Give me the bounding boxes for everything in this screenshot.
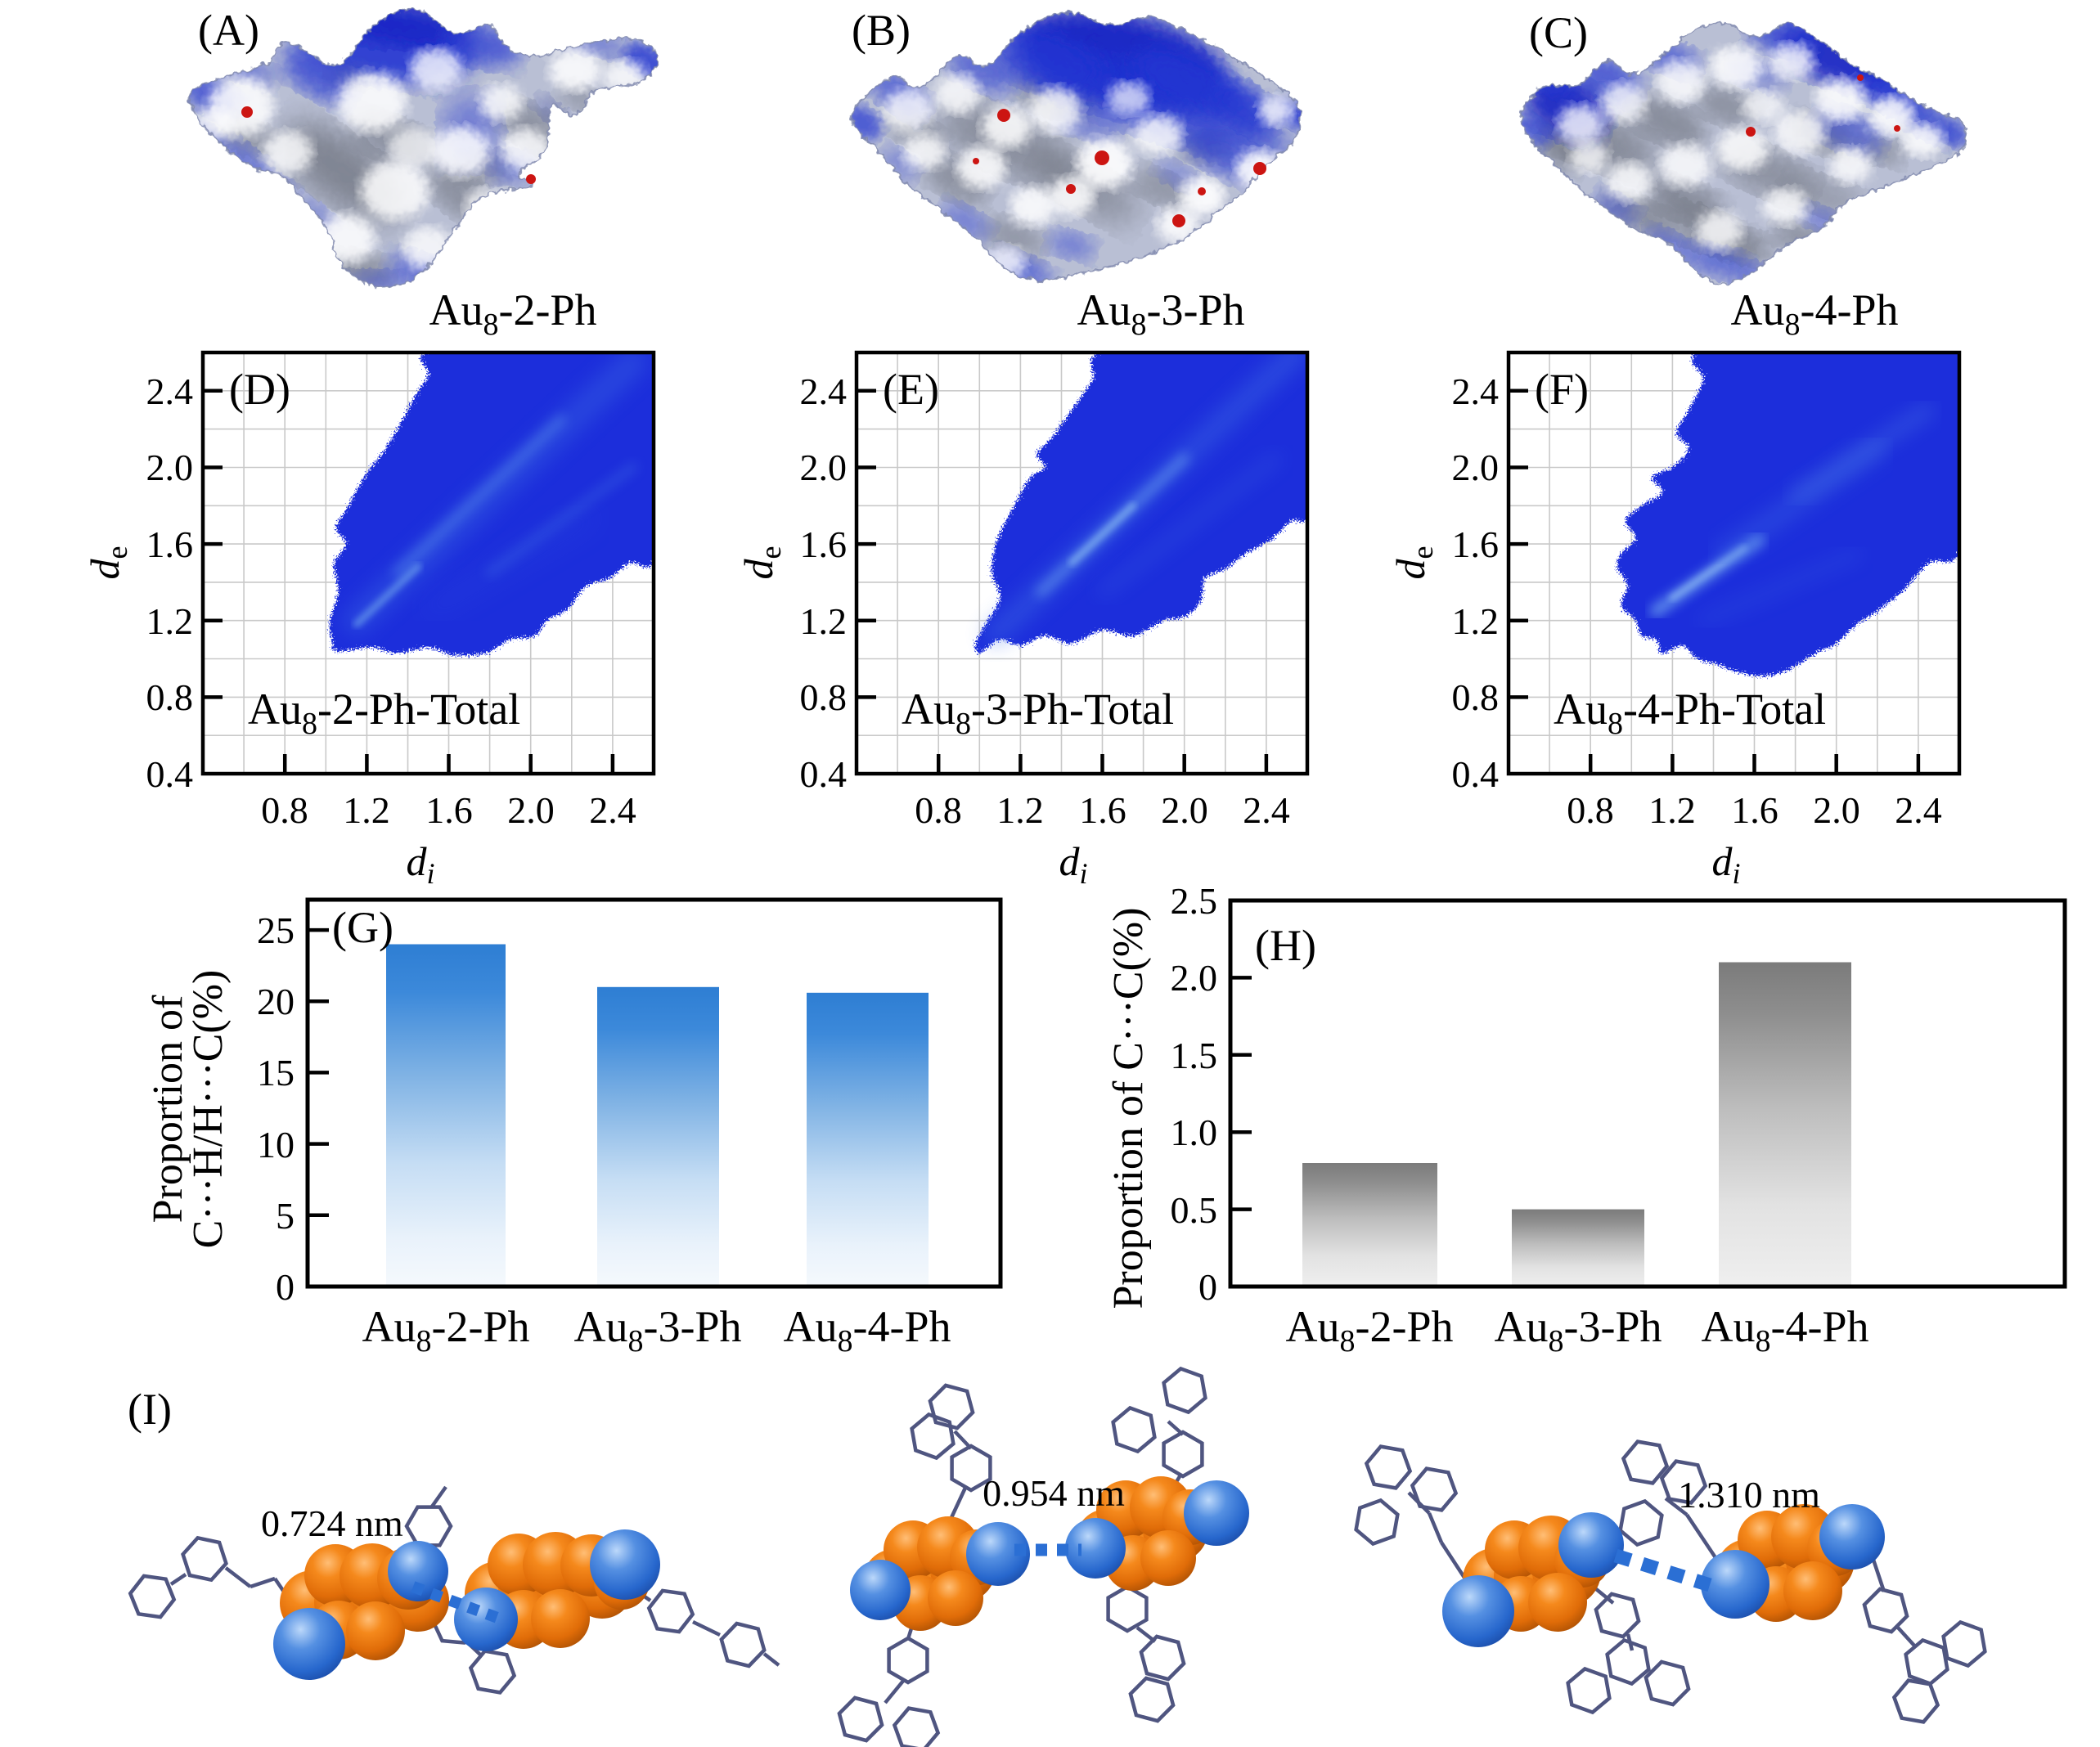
svg-text:20: 20 xyxy=(257,981,295,1022)
svg-text:1.0: 1.0 xyxy=(1171,1112,1218,1153)
svg-text:1.6: 1.6 xyxy=(1731,789,1778,831)
svg-text:2.0: 2.0 xyxy=(146,447,194,488)
svg-text:1.310 nm: 1.310 nm xyxy=(1678,1474,1820,1516)
svg-text:Au8-3-Ph: Au8-3-Ph xyxy=(574,1302,742,1359)
svg-text:1.2: 1.2 xyxy=(800,600,848,642)
svg-text:Proportion of: Proportion of xyxy=(145,995,191,1223)
svg-text:0.8: 0.8 xyxy=(915,789,962,831)
svg-text:5: 5 xyxy=(276,1195,295,1237)
svg-text:1.5: 1.5 xyxy=(1171,1035,1218,1076)
svg-text:(B): (B) xyxy=(852,6,911,55)
svg-text:2.0: 2.0 xyxy=(507,789,555,831)
svg-text:1.2: 1.2 xyxy=(1648,789,1696,831)
svg-text:(G): (G) xyxy=(332,903,393,952)
svg-text:1.6: 1.6 xyxy=(1452,523,1500,565)
svg-text:Au8-4-Ph: Au8-4-Ph xyxy=(1731,285,1899,342)
svg-text:(D): (D) xyxy=(229,365,290,414)
svg-text:0.8: 0.8 xyxy=(1567,789,1614,831)
svg-text:0.724 nm: 0.724 nm xyxy=(261,1502,403,1544)
svg-text:1.6: 1.6 xyxy=(425,789,473,831)
svg-text:(F): (F) xyxy=(1535,365,1589,414)
svg-text:2.0: 2.0 xyxy=(1813,789,1860,831)
svg-text:0.4: 0.4 xyxy=(1452,753,1500,795)
svg-text:Au8-4-Ph: Au8-4-Ph xyxy=(784,1302,951,1359)
svg-text:1.6: 1.6 xyxy=(1079,789,1126,831)
svg-text:(A): (A) xyxy=(198,6,259,55)
svg-text:Au8-2-Ph-Total: Au8-2-Ph-Total xyxy=(248,685,520,741)
svg-text:0: 0 xyxy=(1198,1266,1217,1308)
svg-text:1.2: 1.2 xyxy=(1452,600,1500,642)
svg-text:2.0: 2.0 xyxy=(1171,957,1218,999)
svg-text:Au8-3-Ph: Au8-3-Ph xyxy=(1495,1302,1662,1359)
svg-text:0.8: 0.8 xyxy=(1452,676,1500,718)
svg-text:Proportion of C···C(%): Proportion of C···C(%) xyxy=(1105,907,1152,1309)
svg-text:0.8: 0.8 xyxy=(800,676,848,718)
svg-text:Au8-2-Ph: Au8-2-Ph xyxy=(1286,1302,1454,1359)
svg-text:2.4: 2.4 xyxy=(1452,371,1500,412)
svg-text:Au8-3-Ph-Total: Au8-3-Ph-Total xyxy=(902,685,1174,741)
svg-text:0.8: 0.8 xyxy=(261,789,308,831)
svg-text:Au8-2-Ph: Au8-2-Ph xyxy=(362,1302,530,1359)
svg-text:0.5: 0.5 xyxy=(1171,1189,1218,1231)
svg-text:2.0: 2.0 xyxy=(1161,789,1208,831)
svg-text:(I): (I) xyxy=(128,1385,172,1434)
svg-text:0.4: 0.4 xyxy=(146,753,194,795)
svg-text:0.954 nm: 0.954 nm xyxy=(983,1472,1125,1514)
svg-text:(E): (E) xyxy=(883,365,939,414)
svg-text:1.6: 1.6 xyxy=(800,523,848,565)
svg-text:1.2: 1.2 xyxy=(146,600,194,642)
svg-text:Au8-2-Ph: Au8-2-Ph xyxy=(429,285,597,342)
svg-text:0.4: 0.4 xyxy=(800,753,848,795)
svg-text:10: 10 xyxy=(257,1124,295,1165)
svg-text:2.5: 2.5 xyxy=(1171,880,1218,922)
svg-text:(C): (C) xyxy=(1529,8,1588,57)
svg-text:2.4: 2.4 xyxy=(146,371,194,412)
svg-text:0.8: 0.8 xyxy=(146,676,194,718)
svg-text:2.0: 2.0 xyxy=(800,447,848,488)
svg-text:de: de xyxy=(735,546,787,580)
svg-text:1.2: 1.2 xyxy=(996,789,1044,831)
svg-text:2.4: 2.4 xyxy=(589,789,636,831)
svg-text:2.0: 2.0 xyxy=(1452,447,1500,488)
svg-text:1.2: 1.2 xyxy=(343,789,390,831)
svg-text:Au8-4-Ph-Total: Au8-4-Ph-Total xyxy=(1554,685,1826,741)
svg-text:2.4: 2.4 xyxy=(1895,789,1942,831)
svg-text:15: 15 xyxy=(257,1052,295,1094)
svg-text:Au8-3-Ph: Au8-3-Ph xyxy=(1077,285,1245,342)
svg-text:2.4: 2.4 xyxy=(800,371,848,412)
svg-text:C···H/H···C(%): C···H/H···C(%) xyxy=(185,970,232,1249)
svg-text:1.6: 1.6 xyxy=(146,523,194,565)
svg-text:2.4: 2.4 xyxy=(1243,789,1290,831)
svg-text:Au8-4-Ph: Au8-4-Ph xyxy=(1702,1302,1869,1359)
svg-text:0: 0 xyxy=(276,1266,295,1308)
svg-text:25: 25 xyxy=(257,909,295,951)
svg-text:(H): (H) xyxy=(1255,921,1316,970)
